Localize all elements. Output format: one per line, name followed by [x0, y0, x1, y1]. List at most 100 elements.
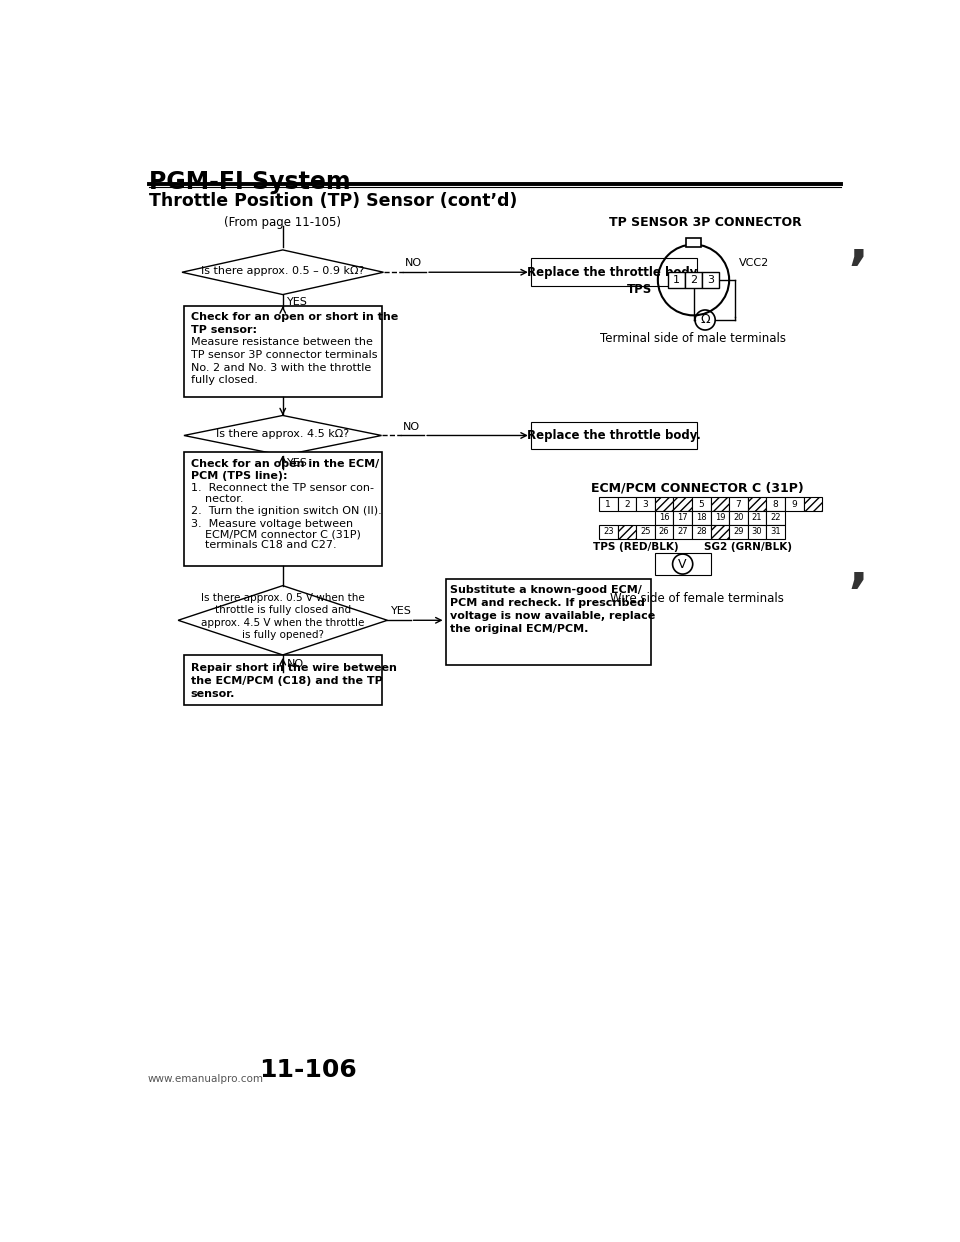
- Text: Is there approx. 0.5 V when the
throttle is fully closed and
approx. 4.5 V when : Is there approx. 0.5 V when the throttle…: [201, 592, 365, 640]
- Text: Is there approx. 4.5 kΩ?: Is there approx. 4.5 kΩ?: [216, 428, 349, 438]
- Text: NO: NO: [403, 421, 420, 432]
- Text: Is there approx. 0.5 – 0.9 kΩ?: Is there approx. 0.5 – 0.9 kΩ?: [201, 266, 365, 276]
- Text: 1: 1: [673, 274, 680, 284]
- Text: TPS (RED/BLK): TPS (RED/BLK): [593, 542, 679, 551]
- Text: 18: 18: [696, 513, 707, 523]
- Text: www.emanualpro.com: www.emanualpro.com: [147, 1074, 263, 1084]
- Text: 19: 19: [714, 513, 725, 523]
- Text: ’: ’: [848, 570, 869, 625]
- FancyBboxPatch shape: [785, 497, 804, 510]
- Bar: [710, 525, 730, 539]
- FancyBboxPatch shape: [655, 553, 710, 575]
- Bar: [617, 525, 636, 539]
- FancyBboxPatch shape: [685, 272, 702, 288]
- FancyBboxPatch shape: [445, 579, 651, 664]
- Text: 22: 22: [770, 513, 780, 523]
- FancyBboxPatch shape: [668, 272, 685, 288]
- FancyBboxPatch shape: [710, 510, 730, 525]
- Polygon shape: [184, 416, 381, 456]
- FancyBboxPatch shape: [730, 497, 748, 510]
- Text: Substitute a known-good ECM/
PCM and recheck. If prescribed
voltage is now avail: Substitute a known-good ECM/ PCM and rec…: [450, 585, 656, 635]
- FancyBboxPatch shape: [617, 497, 636, 510]
- Text: 7: 7: [735, 499, 741, 508]
- Bar: [673, 497, 692, 510]
- Text: 1: 1: [606, 499, 612, 508]
- Text: Wire side of female terminals: Wire side of female terminals: [611, 591, 784, 605]
- Text: nector.: nector.: [190, 494, 243, 504]
- Text: ’: ’: [848, 247, 869, 301]
- Text: Check for an open or short in the
TP sensor:: Check for an open or short in the TP sen…: [190, 312, 397, 335]
- Bar: [710, 497, 730, 510]
- Text: 2: 2: [624, 499, 630, 508]
- Text: YES: YES: [392, 606, 412, 616]
- Text: 5: 5: [698, 499, 704, 508]
- FancyBboxPatch shape: [655, 525, 673, 539]
- Text: 28: 28: [696, 528, 707, 537]
- Bar: [804, 497, 822, 510]
- FancyBboxPatch shape: [766, 497, 785, 510]
- Text: 8: 8: [773, 499, 779, 508]
- Text: 27: 27: [678, 528, 688, 537]
- FancyBboxPatch shape: [730, 525, 748, 539]
- FancyBboxPatch shape: [685, 237, 701, 247]
- Text: Throttle Position (TP) Sensor (cont’d): Throttle Position (TP) Sensor (cont’d): [150, 193, 517, 210]
- Text: NO: NO: [405, 258, 422, 268]
- Text: V: V: [679, 558, 687, 570]
- FancyBboxPatch shape: [748, 510, 766, 525]
- Bar: [655, 497, 673, 510]
- Text: YES: YES: [287, 458, 307, 468]
- Text: 3: 3: [642, 499, 648, 508]
- Text: 23: 23: [603, 528, 613, 537]
- Text: Ω: Ω: [700, 313, 710, 327]
- FancyBboxPatch shape: [748, 525, 766, 539]
- Text: VCC2: VCC2: [739, 258, 770, 268]
- Text: 31: 31: [770, 528, 781, 537]
- FancyBboxPatch shape: [184, 655, 382, 705]
- FancyBboxPatch shape: [702, 272, 719, 288]
- FancyBboxPatch shape: [531, 258, 697, 286]
- Text: Replace the throttle body.: Replace the throttle body.: [527, 266, 701, 278]
- Text: 29: 29: [733, 528, 744, 537]
- Text: 30: 30: [752, 528, 762, 537]
- Text: PGM-FI System: PGM-FI System: [150, 170, 351, 194]
- Text: 3: 3: [708, 274, 714, 284]
- Text: 2: 2: [690, 274, 697, 284]
- Text: NO: NO: [287, 658, 303, 668]
- Text: ECM/PCM connector C (31P): ECM/PCM connector C (31P): [190, 529, 360, 539]
- Text: 25: 25: [640, 528, 651, 537]
- FancyBboxPatch shape: [692, 525, 710, 539]
- Text: 9: 9: [791, 499, 797, 508]
- FancyBboxPatch shape: [766, 525, 785, 539]
- Text: 20: 20: [733, 513, 744, 523]
- FancyBboxPatch shape: [655, 510, 673, 525]
- Text: ECM/PCM CONNECTOR C (31P): ECM/PCM CONNECTOR C (31P): [591, 482, 804, 494]
- Text: Measure resistance between the
TP sensor 3P connector terminals
No. 2 and No. 3 : Measure resistance between the TP sensor…: [190, 337, 377, 385]
- Text: Repair short in the wire between
the ECM/PCM (C18) and the TP
sensor.: Repair short in the wire between the ECM…: [190, 663, 396, 699]
- Text: Terminal side of male terminals: Terminal side of male terminals: [601, 333, 786, 345]
- FancyBboxPatch shape: [599, 525, 617, 539]
- FancyBboxPatch shape: [673, 525, 692, 539]
- FancyBboxPatch shape: [636, 525, 655, 539]
- Text: 2.  Turn the ignition switch ON (II).: 2. Turn the ignition switch ON (II).: [190, 507, 381, 517]
- Text: 17: 17: [678, 513, 688, 523]
- FancyBboxPatch shape: [184, 306, 382, 397]
- Text: 21: 21: [752, 513, 762, 523]
- Text: SG2 (GRN/BLK): SG2 (GRN/BLK): [704, 542, 792, 551]
- Bar: [748, 497, 766, 510]
- Text: Replace the throttle body.: Replace the throttle body.: [527, 428, 701, 442]
- FancyBboxPatch shape: [692, 510, 710, 525]
- Polygon shape: [182, 250, 383, 294]
- Polygon shape: [179, 586, 388, 655]
- Text: TP SENSOR 3P CONNECTOR: TP SENSOR 3P CONNECTOR: [609, 216, 802, 229]
- Text: 3.  Measure voltage between: 3. Measure voltage between: [190, 519, 352, 529]
- Text: terminals C18 and C27.: terminals C18 and C27.: [190, 540, 336, 550]
- FancyBboxPatch shape: [673, 510, 692, 525]
- Text: TPS: TPS: [626, 283, 652, 296]
- Text: 16: 16: [659, 513, 669, 523]
- FancyBboxPatch shape: [636, 497, 655, 510]
- FancyBboxPatch shape: [730, 510, 748, 525]
- Text: (From page 11-105): (From page 11-105): [225, 216, 341, 229]
- FancyBboxPatch shape: [692, 497, 710, 510]
- Text: Check for an open in the ECM/
PCM (TPS line):: Check for an open in the ECM/ PCM (TPS l…: [190, 458, 379, 482]
- FancyBboxPatch shape: [766, 510, 785, 525]
